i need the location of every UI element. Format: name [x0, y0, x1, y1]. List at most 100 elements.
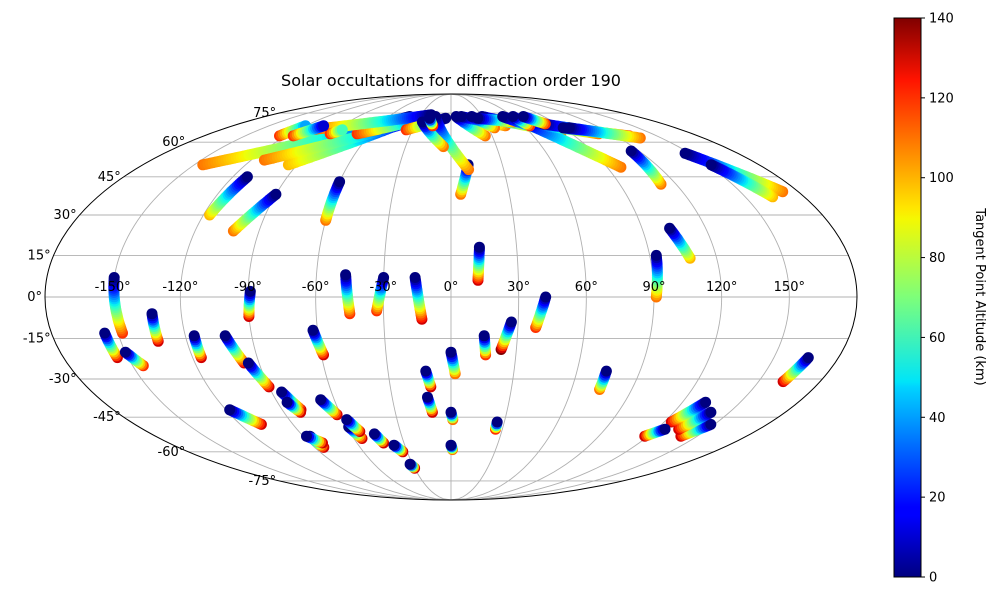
occultation-track [472, 241, 485, 286]
data-point [700, 396, 712, 408]
y-tick-label: 30° [54, 208, 77, 223]
data-point [146, 308, 158, 320]
data-point [478, 330, 490, 342]
data-point [705, 159, 717, 171]
occultation-track [530, 291, 552, 333]
y-tick-label: -60° [158, 445, 186, 460]
data-point [473, 241, 485, 253]
data-point [664, 222, 676, 234]
data-point [315, 394, 327, 406]
x-tick-label: -150° [95, 280, 131, 295]
y-tick-label: 45° [98, 170, 121, 185]
occultation-track [324, 124, 348, 140]
occultation-track [445, 439, 458, 456]
data-point [119, 346, 131, 358]
occultation-track [664, 222, 696, 264]
data-point [241, 171, 253, 183]
occultation-track [281, 396, 307, 418]
occultation-track [490, 416, 503, 435]
data-point [276, 386, 288, 398]
colorbar: 0 20 40 60 80 100 120 140 Tangent Point Altitud… [893, 12, 987, 586]
meridian-line [179, 94, 452, 500]
colorbar-tick-label: 20 [929, 491, 946, 506]
data-point [422, 391, 433, 403]
occultation-track [315, 394, 343, 421]
colorbar-tick-label: 120 [929, 91, 954, 106]
data-point [270, 188, 282, 200]
y-tick-label: -30° [49, 372, 77, 387]
data-point [378, 272, 390, 283]
data-point [472, 112, 484, 124]
y-tick-label: -15° [23, 332, 51, 347]
data-point [505, 316, 517, 328]
occultation-track [146, 308, 164, 347]
occultation-track [507, 111, 536, 132]
data-point [679, 147, 691, 159]
occultation-track [108, 272, 128, 339]
x-tick-label: 150° [774, 280, 805, 295]
occultation-track [340, 269, 356, 320]
data-point [224, 404, 236, 416]
colorbar-tick-label: 40 [929, 411, 946, 426]
y-tick-label: 60° [162, 135, 185, 150]
occultation-track [673, 406, 717, 435]
y-tick-label: 75° [253, 106, 276, 121]
data-point [705, 406, 717, 418]
occultation-track [371, 272, 390, 317]
x-tick-label: 60° [575, 280, 598, 295]
data-point [340, 269, 352, 281]
occultation-track [119, 346, 149, 372]
data-point [281, 396, 293, 408]
x-tick-label: 30° [507, 280, 530, 295]
occultation-track [404, 458, 421, 474]
occultation-track [478, 330, 492, 361]
occultation-track [445, 406, 459, 426]
occultation-track [287, 120, 330, 142]
occultation-track [388, 439, 409, 458]
data-point [625, 145, 637, 157]
data-point [108, 272, 120, 283]
data-point [445, 439, 457, 451]
colorbar-tick-label: 60 [929, 331, 946, 346]
data-point [802, 352, 814, 364]
occultation-track [227, 188, 282, 237]
data-point [368, 428, 380, 440]
data-point [705, 418, 717, 430]
data-point [600, 365, 612, 377]
occultation-track [594, 365, 612, 395]
occultation-track [422, 391, 438, 418]
colorbar-label: Tangent Point Altitude (km) [972, 207, 987, 385]
data-point [507, 111, 519, 122]
x-tick-label: -120° [162, 280, 198, 295]
occultation-track [705, 159, 779, 203]
occultation-track [650, 249, 663, 303]
meridian-line [450, 94, 790, 500]
y-tick-label: -45° [93, 410, 121, 425]
occultation-track [424, 112, 439, 132]
x-tick-label: 120° [706, 280, 737, 295]
data-point [301, 430, 312, 442]
y-tick-label: 15° [28, 248, 51, 263]
y-tick-label: -75° [248, 474, 276, 489]
data-point [659, 423, 671, 435]
occultation-track [242, 357, 275, 393]
occultation-tracks [99, 109, 814, 474]
data-point [491, 416, 503, 428]
map-boundary [44, 93, 858, 501]
data-point [540, 291, 552, 303]
x-tick-label: -30° [369, 280, 397, 295]
data-point [388, 439, 400, 451]
meridian-line [450, 94, 587, 500]
data-point [334, 176, 346, 188]
data-point [219, 330, 231, 342]
meridian-line [450, 94, 520, 500]
occultation-track [472, 112, 520, 128]
data-point [445, 406, 457, 418]
data-point [242, 357, 254, 369]
occultation-track [301, 430, 328, 449]
data-point [563, 122, 575, 134]
data-point [420, 365, 432, 377]
occultation-track [625, 145, 667, 190]
occultation-track [188, 330, 207, 364]
